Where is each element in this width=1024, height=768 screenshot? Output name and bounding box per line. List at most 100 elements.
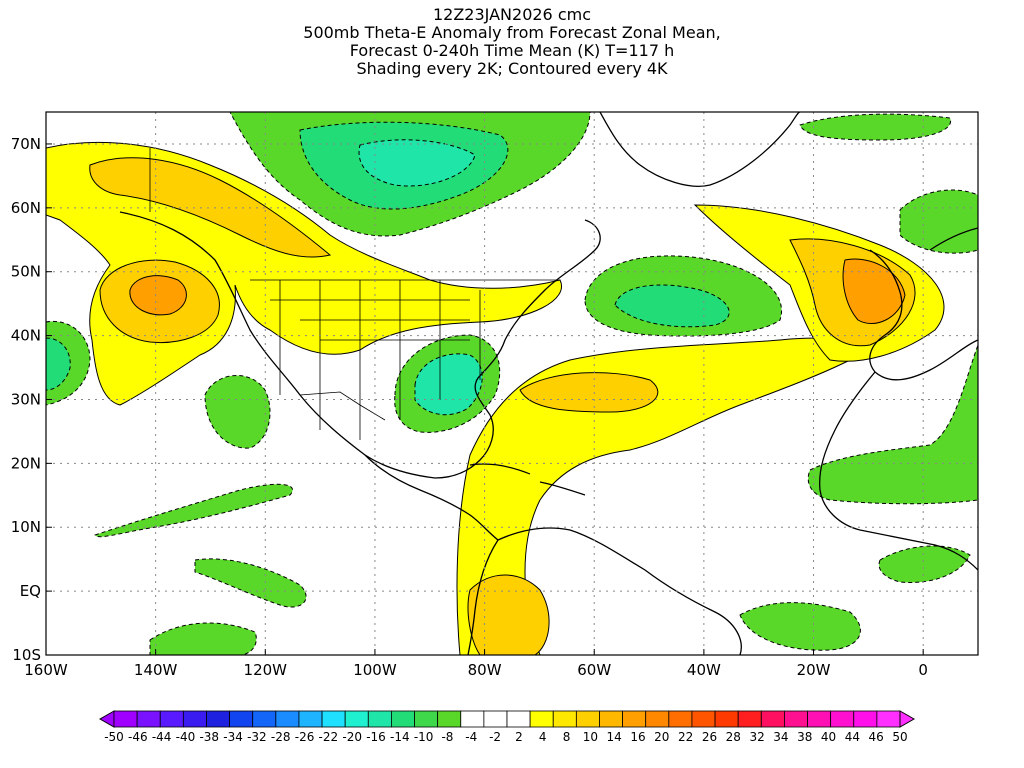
x-tick-label: 80W [468,661,502,679]
colorbar-swatch [645,710,670,728]
colorbar-label: 46 [869,730,884,744]
coastline-central-america [364,454,499,541]
y-tick-label: 40N [11,327,41,345]
cold-anomaly-gulf-of-guinea [878,545,971,584]
colorbar-swatch [460,710,485,728]
y-tick-label: 10S [12,646,41,664]
colorbar-label: 14 [607,730,622,744]
colorbar-label: -20 [342,730,362,744]
y-tick-label: 20N [11,454,41,472]
colorbar-label: 22 [678,730,693,744]
cold-anomaly-nw-atlantic-core [614,284,730,328]
colorbar-swatch [575,710,600,728]
us-state-borders [250,279,560,440]
colorbar-swatch [113,710,138,728]
x-tick-label: 0 [918,661,928,679]
colorbar-swatch [529,710,554,728]
colorbar-label: -16 [366,730,386,744]
colorbar-label: 20 [654,730,669,744]
colorbar-swatch [321,710,346,728]
chart-title-line-1: 12Z23JAN2026 cmc [432,5,591,24]
coastline-north-america [119,211,601,479]
colorbar-swatch [552,710,577,728]
colorbar: -50 -46 -44 -40 -38 -34 -32 -28 -26 -22 -20 -16 -14-… [98,710,916,744]
colorbar-arrow-high [899,710,916,728]
colorbar-swatch [275,710,300,728]
cold-anomaly-subtropical-pacific [204,375,271,449]
cold-anomaly-canadian-arctic-peak [358,139,476,187]
colorbar-swatch [599,710,623,728]
colorbar-label: 32 [749,730,764,744]
colorbar-label: -26 [295,730,315,744]
cold-anomaly-equatorial-pacific [194,558,307,608]
cold-anomaly-south-pacific [149,622,257,655]
colorbar-label: 26 [702,730,717,744]
colorbar-label: -38 [199,730,219,744]
colorbar-label: -34 [223,730,243,744]
y-tick-label: EQ [20,582,41,600]
colorbar-label: -22 [319,730,339,744]
x-tick-label: 160W [24,661,68,679]
coastline-cuba-caribbean [469,463,586,496]
colorbar-label: -2 [489,730,501,744]
y-axis-tick-labels: 10S EQ 10N 20N 30N 40N 50N 60N 70N [11,135,52,664]
cold-anomaly-greenland-sea [799,113,952,141]
chart-title-line-4: Shading every 2K; Contoured every 4K [356,59,668,78]
colorbar-swatch [784,710,808,728]
coastline-europe [869,227,978,381]
colorbar-swatch [807,710,832,728]
colorbar-label: -50 [104,730,124,744]
y-tick-label: 60N [11,199,41,217]
colorbar-label: -28 [271,730,291,744]
colorbar-swatch [229,710,254,728]
colorbar-label: 34 [773,730,788,744]
warm-anomaly-subtropical-core [519,372,659,413]
colorbar-swatch [437,710,462,728]
colorbar-label: 4 [539,730,547,744]
colorbar-label: -44 [152,730,172,744]
colorbar-swatch [876,710,901,728]
colorbar-swatch [159,710,184,728]
colorbar-swatch [206,710,230,728]
plot-frame [45,111,979,656]
y-tick-label: 70N [11,135,41,153]
x-tick-label: 120W [244,661,288,679]
colorbar-swatch [182,710,207,728]
y-tick-label: 30N [11,390,41,408]
colorbar-label: 50 [892,730,907,744]
warm-anomaly-western-europe-peak [842,258,906,325]
colorbar-swatch [367,710,392,728]
colorbar-label: 44 [845,730,860,744]
x-tick-label: 140W [134,661,178,679]
colorbar-label: 38 [797,730,812,744]
colorbar-label: 40 [821,730,836,744]
colorbar-label: -8 [441,730,453,744]
colorbar-swatch [136,710,161,728]
chart-title-block: 12Z23JAN2026 cmc 500mb Theta-E Anomaly f… [0,6,1024,78]
chart-title-line-2: 500mb Theta-E Anomaly from Forecast Zona… [303,23,721,42]
y-tick-label: 10N [11,518,41,536]
mexico-border [299,391,386,421]
y-tick-label: 50N [11,263,41,281]
colorbar-swatch [391,710,415,728]
x-tick-label: 60W [577,661,611,679]
colorbar-swatch [830,710,855,728]
colorbar-swatch [853,710,878,728]
x-axis-tick-labels: 160W 140W 120W 100W 80W 60W 40W 20W 0 [24,649,928,679]
colorbar-label: 16 [630,730,645,744]
cold-anomaly-ne-pacific-core [46,337,71,391]
colorbar-swatch [298,710,323,728]
colorbar-label: -32 [247,730,267,744]
colorbar-swatch [760,710,785,728]
colorbar-label: 28 [726,730,741,744]
warm-anomaly-south-america [467,574,550,655]
cold-anomaly-south-atlantic [739,602,861,651]
x-tick-label: 100W [353,661,397,679]
colorbar-swatch [483,710,508,728]
colorbar-label: -4 [465,730,477,744]
colorbar-label: -10 [414,730,434,744]
x-tick-label: 20W [797,661,831,679]
chart-title-line-3: Forecast 0-240h Time Mean (K) T=117 h [349,41,675,60]
coastline-south-america [467,527,742,655]
colorbar-swatch [737,710,762,728]
